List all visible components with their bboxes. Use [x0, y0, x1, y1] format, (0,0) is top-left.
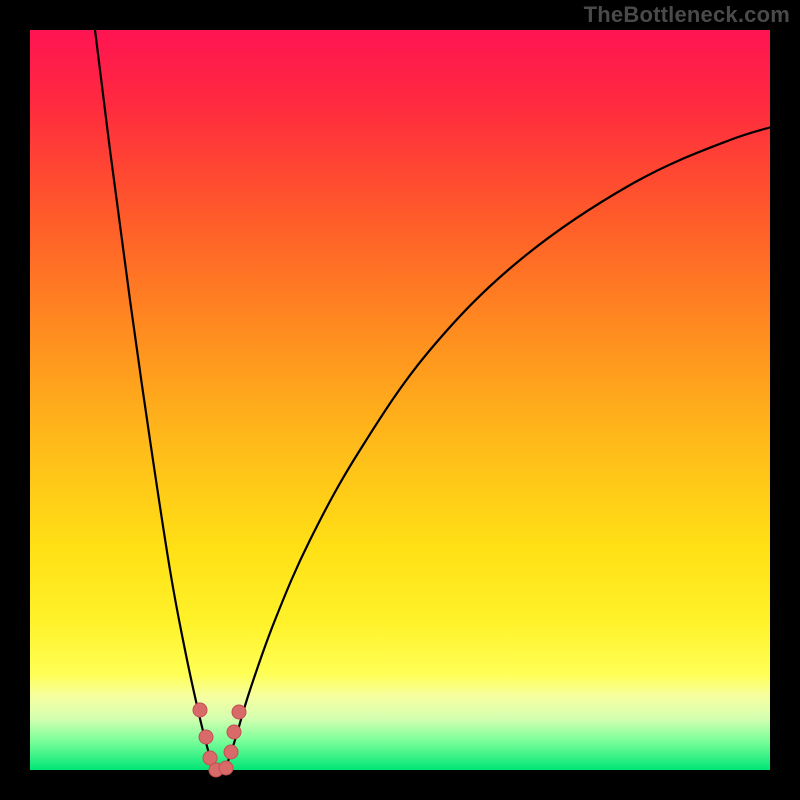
chart-stage: TheBottleneck.com: [0, 0, 800, 800]
optimal-marker: [224, 745, 238, 759]
gradient-background: [30, 30, 770, 770]
optimal-marker: [219, 761, 233, 775]
bottleneck-chart: [0, 0, 800, 800]
optimal-marker: [199, 730, 213, 744]
optimal-marker: [193, 703, 207, 717]
watermark-text: TheBottleneck.com: [584, 2, 790, 28]
optimal-marker: [227, 725, 241, 739]
optimal-marker: [232, 705, 246, 719]
